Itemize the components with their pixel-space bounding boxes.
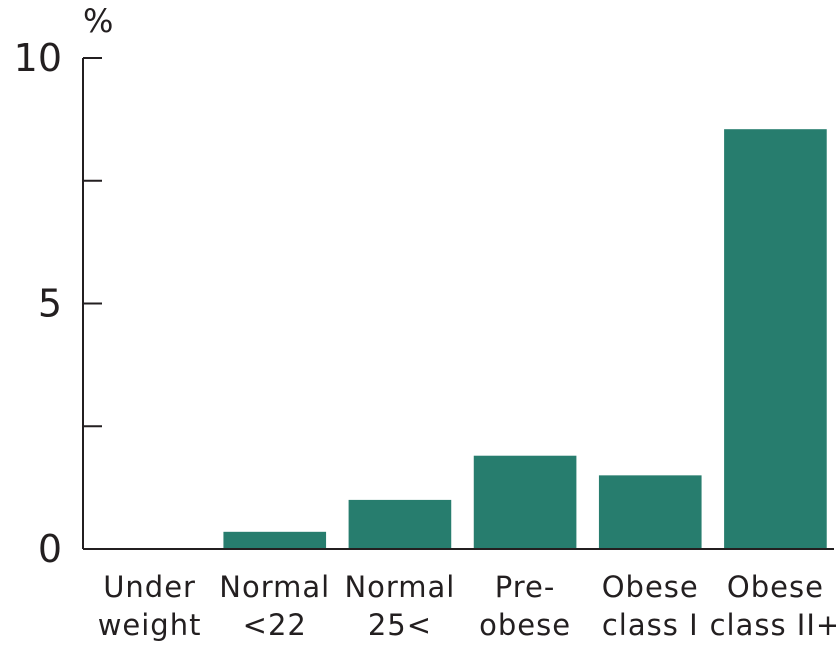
x-tick-label: Obese class II+ (710, 570, 836, 642)
x-tick-label-line: <22 (243, 608, 307, 642)
x-axis-labels: Under weight Normal <22 Normal 25< Pre-obese Ob… (98, 570, 836, 642)
y-tick-label: 10 (14, 36, 62, 80)
x-tick-label: Normal 25< (344, 570, 455, 642)
x-tick-label-line: class I (602, 608, 699, 642)
x-tick-label-line: 25< (368, 608, 432, 642)
x-tick-label-line: Pre- (495, 570, 556, 604)
x-tick-label-line: Obese (727, 570, 824, 604)
bar (473, 455, 577, 549)
bars (223, 129, 827, 549)
x-tick-label: Under weight (98, 570, 202, 642)
x-tick-label: Pre-obese (479, 570, 571, 642)
bar (598, 475, 702, 549)
bar (223, 531, 327, 549)
x-tick-label-line: obese (479, 608, 571, 642)
x-tick-label-line: weight (98, 608, 202, 642)
y-axis-unit-label: % (83, 2, 113, 40)
x-tick-label-line: Normal (344, 570, 455, 604)
bar (724, 129, 827, 549)
x-tick-label: Obese class I (602, 570, 699, 642)
y-tick-label: 5 (38, 282, 62, 326)
x-tick-label-line: Normal (219, 570, 330, 604)
y-tick-label: 0 (38, 527, 62, 571)
y-axis-ticks: 0 5 10 (14, 36, 102, 571)
x-tick-label-line: Under (103, 570, 196, 604)
bar (348, 499, 452, 549)
x-tick-label: Normal <22 (219, 570, 330, 642)
x-tick-label-line: class II+ (710, 608, 836, 642)
x-tick-label-line: Obese (602, 570, 699, 604)
